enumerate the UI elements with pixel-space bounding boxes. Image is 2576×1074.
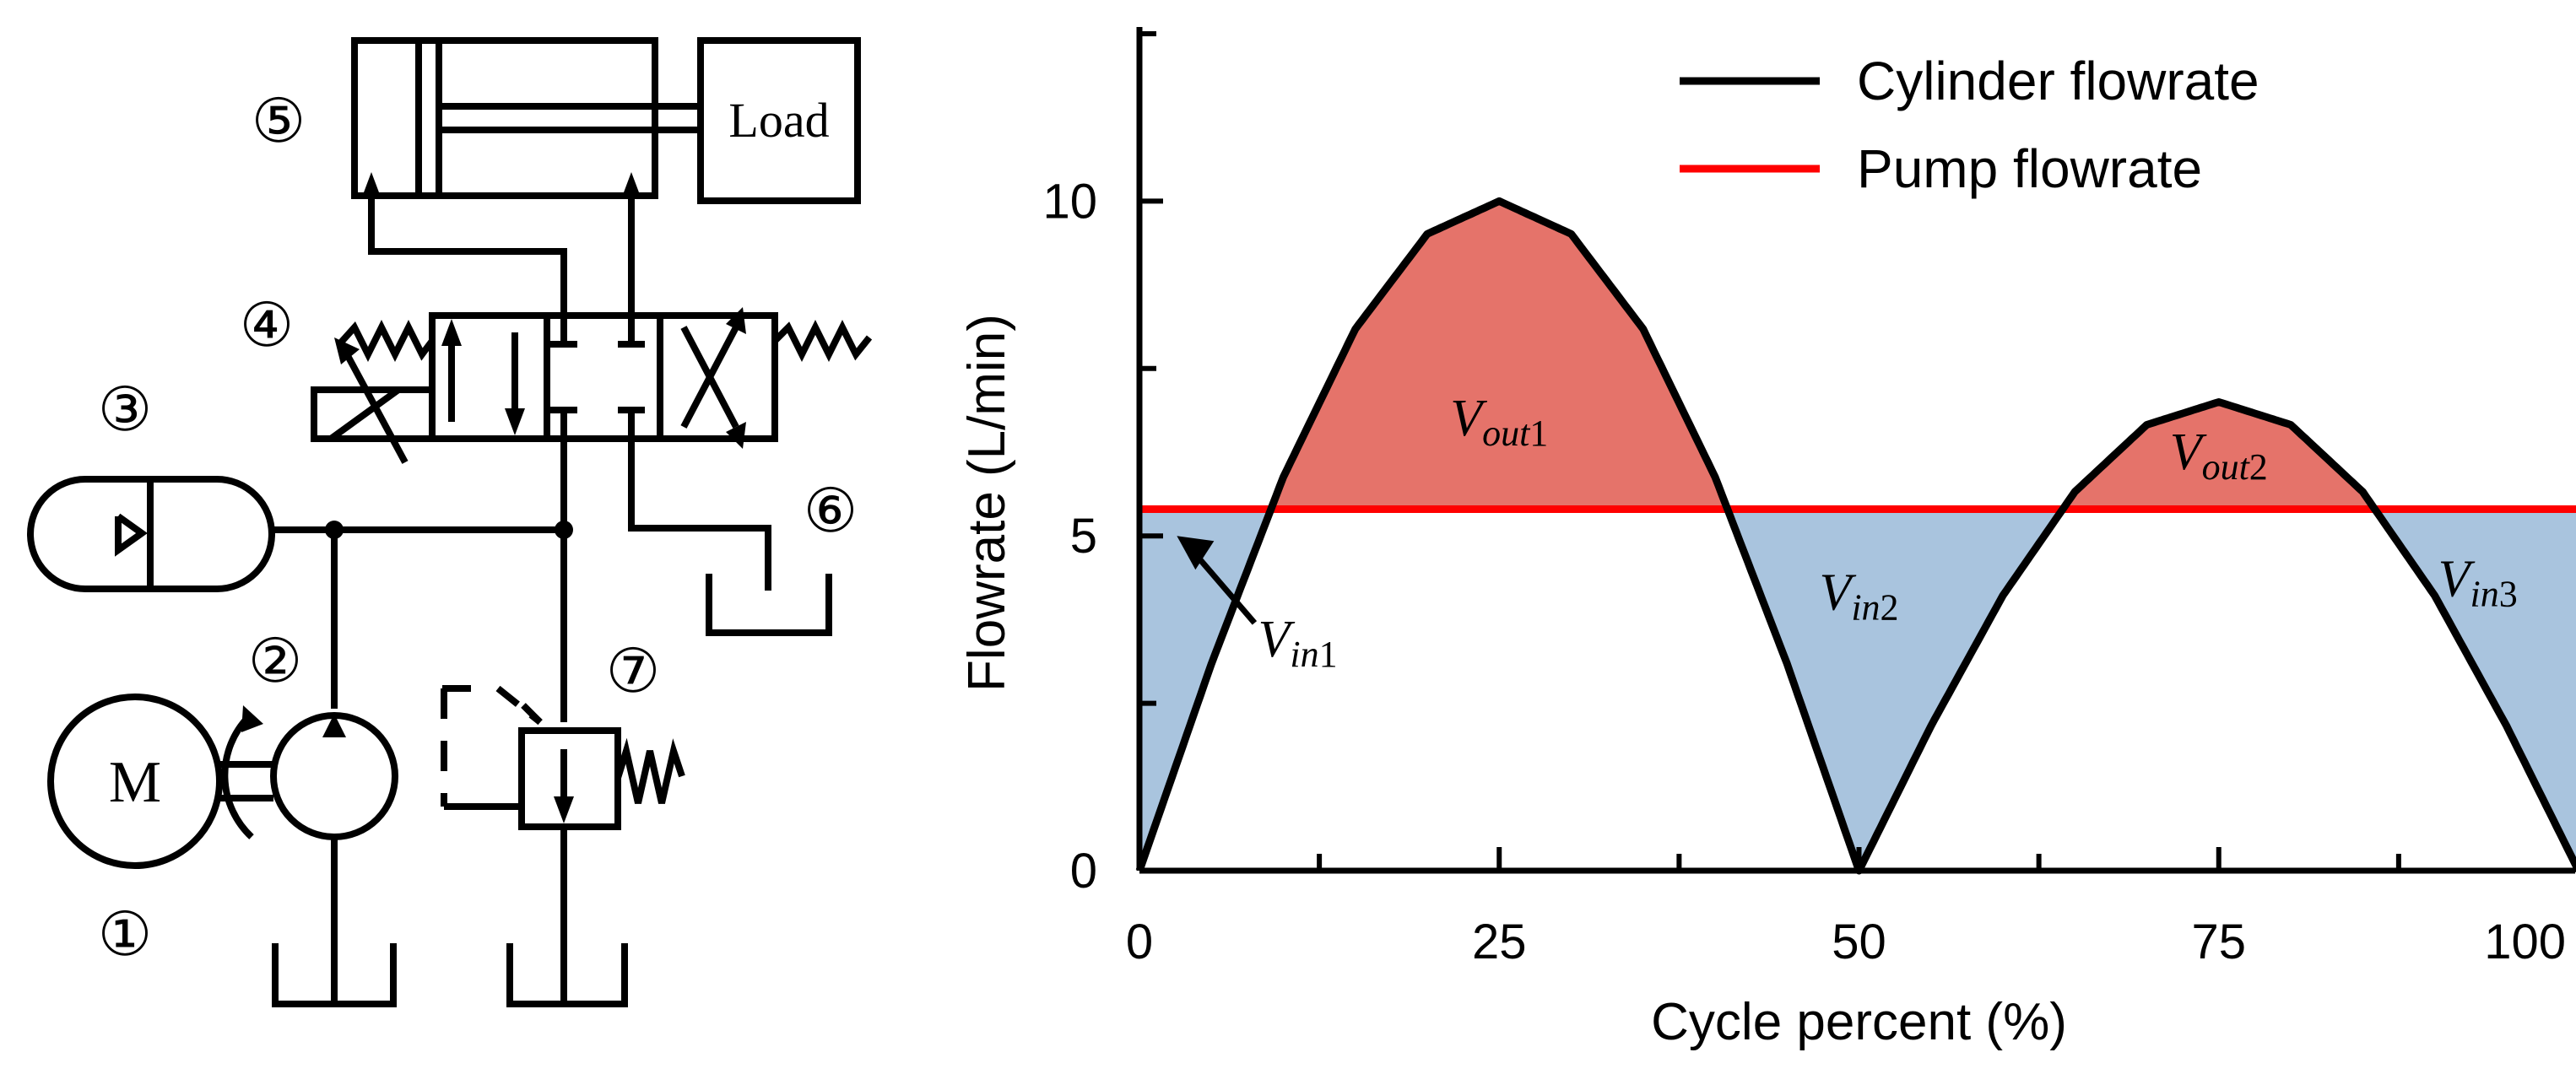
y-tick-label: 5 bbox=[1070, 509, 1097, 564]
arrow-icon bbox=[1177, 536, 1215, 570]
y-tick-label: 0 bbox=[1070, 844, 1097, 899]
load-box bbox=[697, 37, 861, 204]
line-a bbox=[368, 196, 567, 327]
axes bbox=[1136, 27, 2575, 874]
directional-valve bbox=[311, 307, 778, 464]
x-tick-label: 100 bbox=[2484, 915, 2566, 969]
relief-valve bbox=[441, 685, 621, 830]
area-fills bbox=[1139, 201, 2576, 871]
y-axis-label: Flowrate (L/min) bbox=[958, 314, 1016, 692]
tank-6 bbox=[706, 574, 832, 636]
label-valve: ④ bbox=[240, 289, 295, 360]
hydraulic-schematic: Load bbox=[27, 37, 873, 1007]
flowrate-chart: 0 25 50 75 100 0 5 10 Cycle percent (%) Flowrate … bbox=[958, 27, 2576, 1051]
junction-dot bbox=[555, 521, 573, 539]
x-axis-label: Cycle percent (%) bbox=[1651, 993, 2067, 1051]
region-label: Vout2 bbox=[2170, 424, 2268, 488]
deficit-area bbox=[1139, 509, 2576, 871]
chart-texts: 0 25 50 75 100 0 5 10 Cycle percent (%) Flowrate … bbox=[958, 51, 2566, 1051]
region-label: Vout1 bbox=[1450, 390, 1548, 454]
motor bbox=[47, 694, 223, 869]
legend-entry: Cylinder flowrate bbox=[1857, 51, 2259, 111]
spring-icon bbox=[614, 737, 685, 804]
x-tick-label: 0 bbox=[1126, 915, 1153, 969]
x-tick-label: 50 bbox=[1832, 915, 1886, 969]
tank-line bbox=[628, 439, 771, 591]
load-label: Load bbox=[728, 93, 829, 148]
adjust-arrow bbox=[343, 351, 409, 464]
region-label: Vin2 bbox=[1819, 564, 1898, 628]
variable-arrow bbox=[221, 715, 254, 839]
x-tick-label: 25 bbox=[1472, 915, 1527, 969]
label-motor: ① bbox=[98, 899, 153, 969]
spring-icon bbox=[337, 320, 436, 362]
solenoid bbox=[311, 386, 436, 442]
arrow-icon bbox=[361, 172, 382, 199]
arrow-icon bbox=[621, 172, 641, 199]
label-accumulator: ③ bbox=[98, 374, 153, 445]
label-relief: ⑦ bbox=[606, 635, 661, 706]
label-tank: ⑥ bbox=[804, 475, 858, 546]
spring-icon bbox=[772, 320, 873, 362]
region-label: Vin3 bbox=[2438, 551, 2518, 615]
label-cylinder: ⑤ bbox=[252, 85, 306, 156]
accumulator-triangle bbox=[115, 513, 148, 557]
arrow-icon bbox=[322, 714, 346, 737]
surplus-area bbox=[1139, 201, 2576, 510]
arrow-icon bbox=[241, 705, 263, 732]
cylinder bbox=[351, 37, 701, 199]
tank-pump bbox=[272, 943, 397, 1007]
pointer-arrow bbox=[1197, 557, 1258, 625]
motor-letter: M bbox=[109, 750, 161, 815]
label-pump: ② bbox=[248, 625, 303, 696]
tank-relief bbox=[506, 943, 628, 1007]
region-label: Vin1 bbox=[1258, 611, 1337, 675]
x-tick-label: 75 bbox=[2191, 915, 2246, 969]
y-tick-label: 10 bbox=[1042, 174, 1097, 229]
legend-entry: Pump flowrate bbox=[1857, 138, 2202, 199]
